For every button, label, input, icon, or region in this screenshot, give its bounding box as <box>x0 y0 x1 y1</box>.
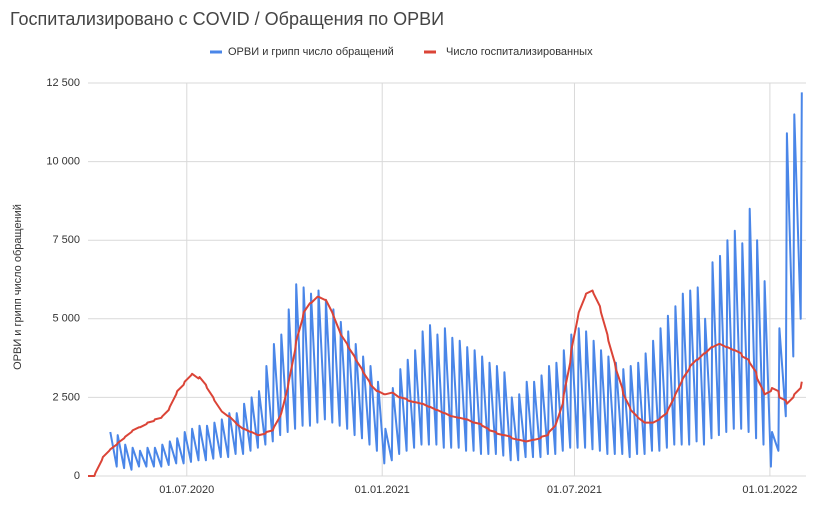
x-tick-label: 01.01.2022 <box>742 484 797 496</box>
y-tick-label: 5 000 <box>52 313 80 325</box>
series-line <box>109 92 803 471</box>
x-tick-label: 01.07.2020 <box>159 484 214 496</box>
y-tick-label: 10 000 <box>46 156 80 168</box>
y-axis-label: ОРВИ и грипп число обращений <box>12 204 24 370</box>
series-line <box>88 289 803 477</box>
y-tick-label: 12 500 <box>46 77 80 89</box>
y-tick-label: 0 <box>74 470 80 482</box>
legend-label: ОРВИ и грипп число обращений <box>228 46 394 58</box>
chart-title: Госпитализировано с COVID / Обращения по… <box>10 9 444 29</box>
x-tick-label: 01.07.2021 <box>547 484 602 496</box>
legend-label: Число госпитализированных <box>446 46 593 58</box>
y-tick-label: 2 500 <box>52 391 80 403</box>
x-tick-label: 01.01.2021 <box>355 484 410 496</box>
y-tick-label: 7 500 <box>52 234 80 246</box>
